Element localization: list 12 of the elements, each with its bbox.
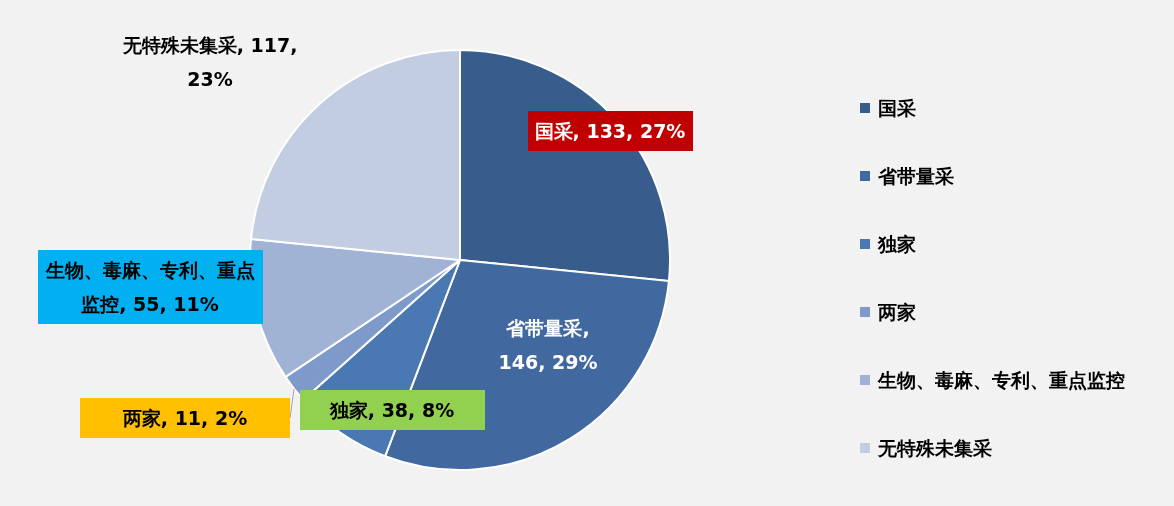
legend-label: 省带量采 xyxy=(877,165,954,187)
data-label: 两家, 11, 2% xyxy=(80,398,290,438)
legend-label: 生物、毒麻、专利、重点监控 xyxy=(877,369,1125,391)
data-label: 国采, 133, 27% xyxy=(527,111,693,151)
legend-label: 国采 xyxy=(878,97,916,119)
data-label: 省带量采, 146, 29% xyxy=(497,316,599,375)
legend-label: 独家 xyxy=(877,233,916,255)
data-label: 独家, 38, 8% xyxy=(299,390,485,430)
legend-label: 两家 xyxy=(877,301,916,323)
data-label: 无特殊未集采, 117, 23% xyxy=(121,33,299,92)
legend-label: 无特殊未集采 xyxy=(877,437,992,459)
data-label: 生物、毒麻、专利、重点监控, 55, 11% xyxy=(37,250,263,324)
